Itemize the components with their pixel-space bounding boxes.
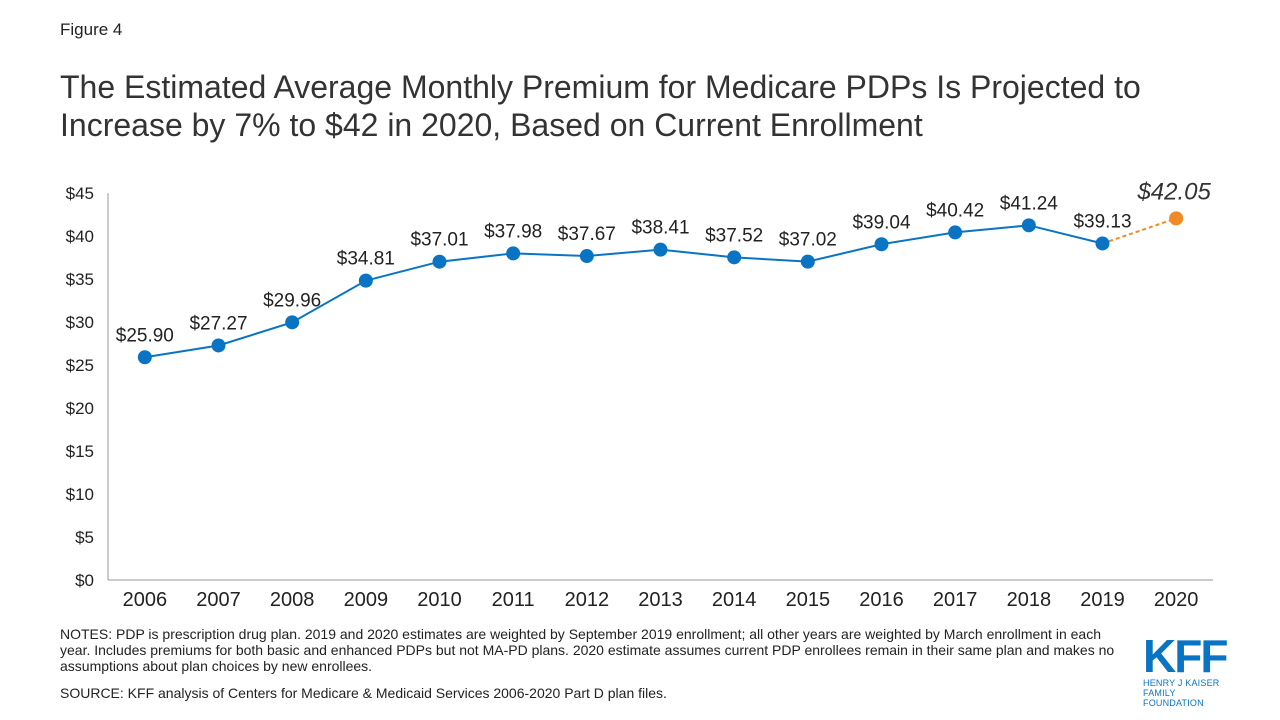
y-tick-label: $40 xyxy=(66,227,94,246)
data-label: $37.67 xyxy=(558,224,616,245)
data-point xyxy=(506,246,521,261)
data-label: $41.24 xyxy=(1000,193,1059,214)
data-point xyxy=(948,225,963,240)
x-tick-label: 2016 xyxy=(859,589,904,611)
y-tick-label: $10 xyxy=(66,485,94,504)
x-tick-label: 2015 xyxy=(786,589,831,611)
y-tick-label: $15 xyxy=(66,442,94,461)
data-label: $39.04 xyxy=(852,212,911,233)
y-tick-label: $45 xyxy=(66,184,94,203)
data-label: $34.81 xyxy=(337,249,395,270)
logo-line1: HENRY J KAISER xyxy=(1143,678,1220,688)
logo-line2: FAMILY FOUNDATION xyxy=(1143,688,1204,708)
projected-point xyxy=(1169,211,1184,226)
figure-label: Figure 4 xyxy=(60,20,123,39)
x-tick-label: 2010 xyxy=(417,589,462,611)
logo-mark: KFF xyxy=(1143,630,1228,682)
data-label: $39.13 xyxy=(1073,211,1131,232)
y-tick-label: $5 xyxy=(75,528,94,547)
data-point xyxy=(727,250,742,265)
data-point xyxy=(358,273,373,288)
x-tick-label: 2017 xyxy=(933,589,978,611)
x-tick-label: 2012 xyxy=(565,589,610,611)
y-tick-label: $30 xyxy=(66,313,94,332)
y-tick-label: $20 xyxy=(66,399,94,418)
x-tick-label: 2009 xyxy=(344,589,389,611)
x-tick-label: 2006 xyxy=(123,589,168,611)
data-label: $37.01 xyxy=(410,230,468,251)
data-label: $40.42 xyxy=(926,200,984,221)
y-tick-label: $25 xyxy=(66,356,94,375)
data-point xyxy=(874,237,889,252)
projection-line xyxy=(1102,217,1177,245)
data-point xyxy=(1095,236,1110,251)
data-label: $37.52 xyxy=(705,225,763,246)
y-tick-label: $0 xyxy=(75,571,94,590)
x-tick-label: 2007 xyxy=(196,589,241,611)
data-point xyxy=(285,315,300,330)
kff-logo: KFF HENRY J KAISER FAMILY FOUNDATION xyxy=(1143,630,1238,708)
chart-title: The Estimated Average Monthly Premium fo… xyxy=(60,69,1141,143)
data-label: $38.41 xyxy=(631,218,689,239)
chart-notes: NOTES: PDP is prescription drug plan. 20… xyxy=(60,626,1115,674)
data-point xyxy=(137,350,152,365)
x-tick-label: 2008 xyxy=(270,589,315,611)
data-point xyxy=(579,249,594,264)
data-label: $37.02 xyxy=(779,230,837,251)
x-tick-label: 2013 xyxy=(638,589,683,611)
data-label: $27.27 xyxy=(189,313,247,334)
projected-data-label: $42.05 xyxy=(1136,178,1211,205)
data-label: $25.90 xyxy=(116,325,174,346)
series-line xyxy=(144,224,1103,359)
data-point xyxy=(800,254,815,269)
data-label: $29.96 xyxy=(263,290,321,311)
x-tick-label: 2019 xyxy=(1080,589,1125,611)
data-label: $37.98 xyxy=(484,221,542,242)
data-point xyxy=(653,242,668,257)
x-tick-label: 2014 xyxy=(712,589,757,611)
data-point xyxy=(432,254,447,269)
chart-source: SOURCE: KFF analysis of Centers for Medi… xyxy=(60,685,667,701)
data-point xyxy=(1021,218,1036,233)
x-tick-label: 2020 xyxy=(1154,589,1199,611)
y-tick-label: $35 xyxy=(66,270,94,289)
data-point xyxy=(211,338,226,353)
x-tick-label: 2018 xyxy=(1007,589,1052,611)
x-tick-label: 2011 xyxy=(492,589,535,611)
